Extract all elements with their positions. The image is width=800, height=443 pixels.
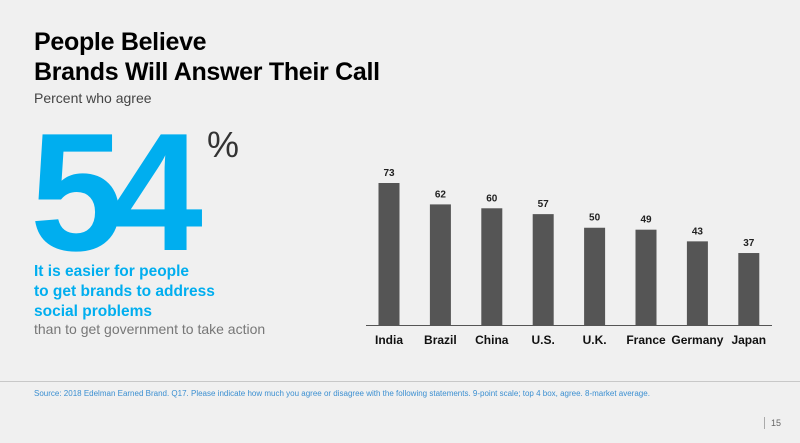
headline-statement-qualifier: than to get government to take action: [34, 321, 266, 337]
headline-statement-line-2: to get brands to address: [34, 283, 215, 300]
headline-statement-line-3: social problems: [34, 303, 153, 320]
category-label: U.S.: [532, 333, 555, 347]
footer-divider: [0, 381, 800, 382]
bar-germany: [686, 241, 708, 325]
data-label: 49: [640, 215, 652, 226]
slide-title-line-1: People Believe: [34, 28, 207, 56]
source-note: Source: 2018 Edelman Earned Brand. Q17. …: [34, 389, 650, 398]
data-label: 60: [486, 193, 498, 204]
bar-france: [635, 229, 657, 325]
category-label: Brazil: [424, 333, 457, 347]
headline-stat-value: 54: [30, 98, 203, 286]
page-number: 15: [764, 417, 781, 429]
slide-subtitle: Percent who agree: [34, 90, 152, 106]
data-label: 50: [589, 213, 601, 224]
bar-chart: 73 India 62 Brazil 60 China 57 U.S. 50 U.K. 49 Fran…: [366, 168, 772, 347]
data-label: 62: [435, 189, 447, 200]
bar-uk: [584, 227, 606, 325]
bar-us: [532, 214, 554, 325]
category-label: France: [626, 333, 666, 347]
slide-title: People Believe Brands Will Answer Their …: [34, 27, 380, 87]
headline-statement-line-1: It is easier for people: [34, 263, 190, 280]
category-label: Japan: [731, 333, 766, 347]
bar-india: [378, 183, 400, 325]
slide-title-line-2: Brands Will Answer Their Call: [34, 58, 380, 86]
category-label: China: [475, 333, 509, 347]
headline-stat-percent-sign: %: [207, 124, 240, 165]
bar-brazil: [429, 204, 451, 325]
data-label: 57: [538, 199, 550, 210]
data-label: 37: [743, 238, 755, 249]
headline-statement: It is easier for people to get brands to…: [34, 262, 215, 322]
category-label: India: [375, 333, 403, 347]
category-label: U.K.: [583, 333, 607, 347]
bar-japan: [738, 253, 760, 325]
data-label: 43: [692, 226, 704, 237]
category-label: Germany: [671, 333, 723, 347]
bar-china: [481, 208, 503, 325]
data-label: 73: [383, 168, 395, 179]
